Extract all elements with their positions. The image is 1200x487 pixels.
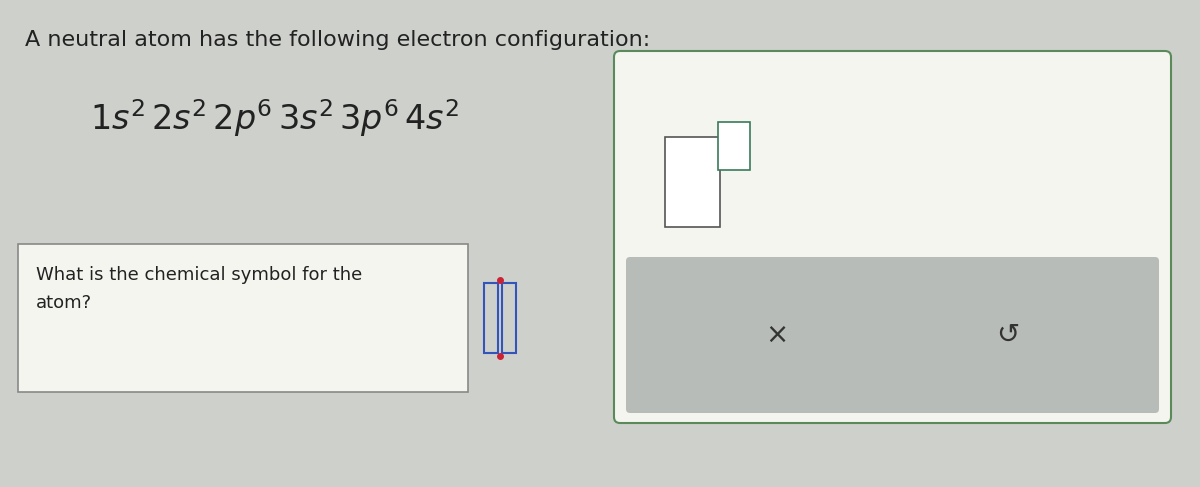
Text: ×: × [766, 321, 788, 349]
FancyBboxPatch shape [614, 51, 1171, 423]
Text: What is the chemical symbol for the
atom?: What is the chemical symbol for the atom… [36, 266, 362, 312]
Bar [18, 244, 468, 392]
FancyBboxPatch shape [626, 257, 1159, 413]
Text: A neutral atom has the following electron configuration:: A neutral atom has the following electro… [25, 30, 650, 50]
Text: ↺: ↺ [996, 321, 1020, 349]
Bar [718, 122, 750, 170]
Bar [484, 283, 498, 353]
Text: $1s^2\,2s^2\,2p^6\,3s^2\,3p^6\,4s^2$: $1s^2\,2s^2\,2p^6\,3s^2\,3p^6\,4s^2$ [90, 97, 460, 139]
Bar [665, 137, 720, 227]
Bar [502, 283, 516, 353]
